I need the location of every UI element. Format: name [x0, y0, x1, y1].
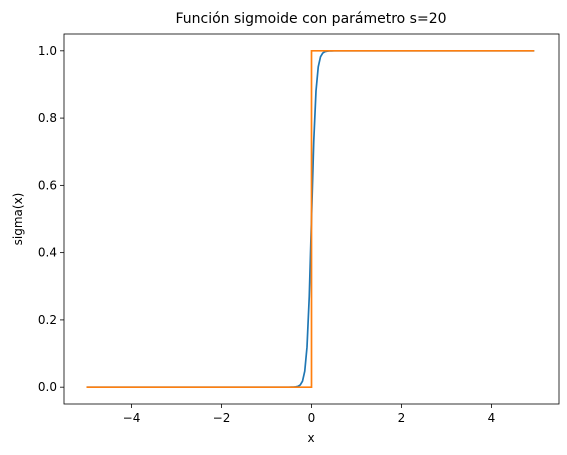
series-layer	[86, 49, 535, 389]
x-tick-label: 0	[308, 411, 316, 425]
y-tick-label: 0.8	[38, 111, 57, 125]
y-axis-ticks: 0.0 0.2 0.4 0.6 0.8 1.0	[38, 44, 64, 394]
y-tick-label: 0.4	[38, 246, 57, 260]
step-line	[86, 49, 535, 389]
x-axis-label: x	[307, 431, 314, 445]
y-tick-label: 0.6	[38, 178, 57, 192]
x-tick-label: −2	[213, 411, 231, 425]
y-tick-label: 1.0	[38, 44, 57, 58]
y-tick-label: 0.2	[38, 313, 57, 327]
x-tick-label: 2	[398, 411, 406, 425]
y-tick-label: 0.0	[38, 380, 57, 394]
chart-title: Función sigmoide con parámetro s=20	[175, 11, 446, 27]
y-axis-label: sigma(x)	[11, 193, 25, 246]
x-tick-label: −4	[123, 411, 141, 425]
x-tick-label: 4	[488, 411, 496, 425]
x-axis-ticks: −4 −2 0 2 4	[123, 404, 496, 425]
